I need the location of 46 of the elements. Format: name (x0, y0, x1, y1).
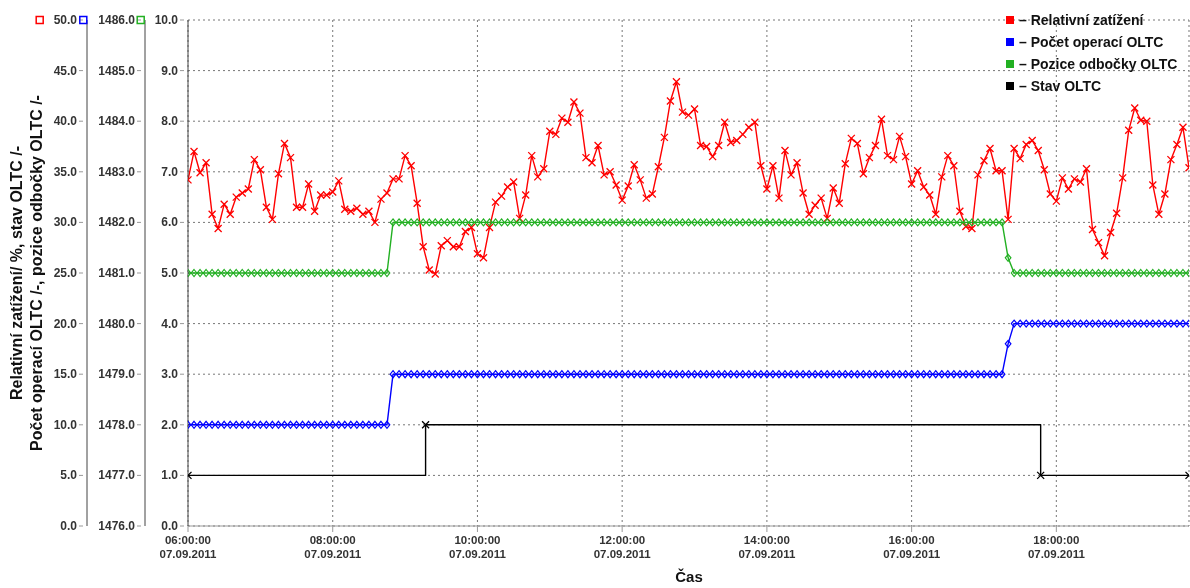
y-tick-label: 35.0 (53, 164, 78, 179)
y-tick-label: 50.0 (53, 13, 78, 27)
y2-tick-label: 1476.0 (98, 519, 136, 533)
y3-tick-label: 7.0 (161, 164, 179, 179)
y-tick-label: 20.0 (53, 316, 78, 331)
y-tick-label: 30.0 (53, 215, 78, 230)
x-axis-title: Čas (675, 568, 703, 585)
x-tick-label: 08:00:00 07.09.2011 (304, 534, 362, 560)
y-tick-label: 25.0 (53, 266, 78, 280)
y3-tick-label: 2.0 (161, 417, 179, 432)
y3-tick-label: 3.0 (161, 367, 179, 382)
x-tick-label: 16:00:00 07.09.2011 (883, 534, 941, 560)
y-tick-label: 5.0 (60, 468, 78, 483)
y-tick-label: 15.0 (53, 367, 78, 382)
y2-tick-label: 1479.0 (98, 367, 136, 382)
legend-label: – Stav OLTC (1019, 78, 1102, 94)
x-tick-label: 18:00:00 07.09.2011 (1027, 534, 1086, 560)
y2-tick-label: 1484.0 (98, 114, 136, 129)
y3-tick-label: 1.0 (161, 468, 179, 483)
legend-label: – Relativní zatížení (1019, 12, 1145, 28)
y-tick-label: 40.0 (53, 114, 78, 129)
y3-tick-label: 5.0 (161, 266, 179, 280)
y3-tick-label: 6.0 (161, 215, 179, 230)
x-tick-label: 10:00:00 07.09.2011 (448, 534, 507, 560)
y2-tick-label: 1478.0 (98, 417, 136, 432)
legend-label: – Počet operací OLTC (1019, 34, 1164, 50)
x-tick-label: 06:00:00 07.09.2011 (159, 534, 218, 560)
y-tick-label: 45.0 (53, 63, 78, 78)
x-tick-label: 14:00:00 07.09.2011 (738, 534, 796, 560)
y2-tick-label: 1481.0 (98, 266, 136, 280)
legend-label: – Pozice odbočky OLTC (1019, 56, 1178, 72)
y3-tick-label: 0.0 (161, 519, 179, 533)
y3-tick-label: 4.0 (161, 316, 179, 331)
y3-tick-label: 9.0 (161, 63, 179, 78)
y-tick-label: 10.0 (53, 417, 78, 432)
y2-tick-label: 1482.0 (98, 215, 136, 230)
y3-tick-label: 8.0 (161, 114, 179, 129)
y2-tick-label: 1483.0 (98, 164, 136, 179)
y2-tick-label: 1480.0 (98, 316, 136, 331)
y2-tick-label: 1485.0 (98, 63, 136, 78)
y2-tick-label: 1477.0 (98, 468, 136, 483)
y-tick-label: 0.0 (60, 519, 78, 533)
x-tick-label: 12:00:00 07.09.2011 (593, 534, 652, 560)
y-axis-title: Relativní zatížení/ %, stav OLTC /- Počet operací OLTC /-, pozice odbočky OLTC /- (8, 95, 45, 451)
y3-tick-label: 10.0 (154, 13, 179, 27)
y2-tick-label: 1486.0 (98, 13, 136, 27)
